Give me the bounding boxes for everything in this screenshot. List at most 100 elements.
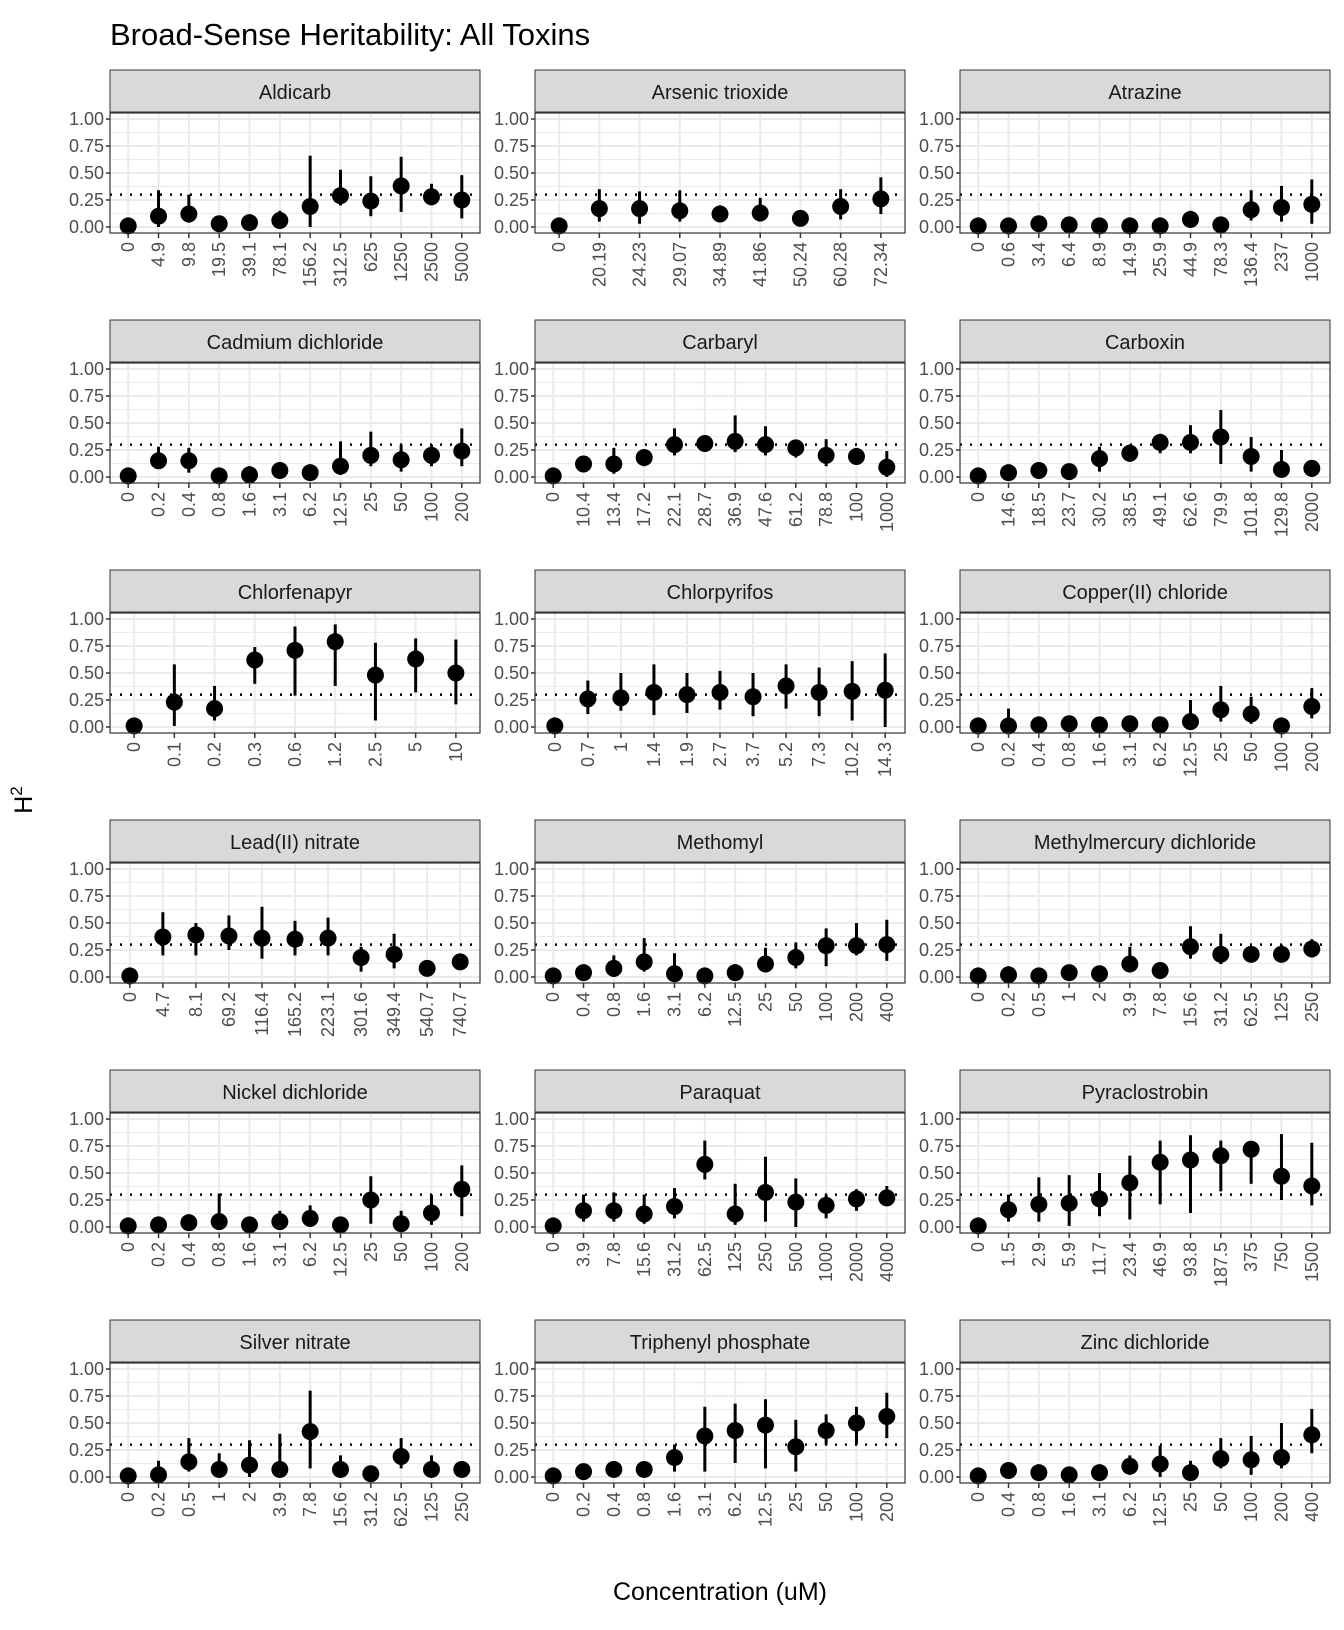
y-tick-label: 0.00 [69, 217, 104, 237]
facet-strip-label: Cadmium dichloride [207, 332, 384, 354]
x-tick-label: 200 [452, 492, 472, 522]
data-point [418, 959, 436, 977]
x-tick-label: 100 [846, 1492, 866, 1522]
x-tick-label: 349.4 [384, 992, 404, 1037]
y-tick-label: 0.75 [494, 1136, 529, 1156]
x-tick-label: 0 [118, 242, 138, 252]
facet-strip [109, 319, 481, 363]
data-point [271, 462, 289, 480]
panel-nickel-dichloride: Nickel dichloride 0.00 0.25 0.50 0.75 1.00 0 0.… [69, 1069, 481, 1277]
y-tick-label: 0.50 [69, 663, 104, 683]
x-tick-label: 93.8 [1180, 1242, 1200, 1277]
y-tick-label: 1.00 [69, 109, 104, 129]
data-point [125, 717, 143, 735]
data-point [817, 446, 835, 464]
data-point [422, 446, 440, 464]
x-tick-label: 1000 [816, 1242, 836, 1282]
data-point [210, 1213, 228, 1231]
x-tick-label: 62.5 [391, 1492, 411, 1527]
data-point [1091, 716, 1109, 734]
data-point [150, 207, 168, 225]
x-axis-label: Concentration (uM) [613, 1578, 827, 1606]
data-point [635, 953, 653, 971]
x-tick-label: 0.4 [179, 1242, 199, 1267]
data-point [726, 964, 744, 982]
x-tick-label: 165.2 [285, 992, 305, 1037]
data-point [544, 1467, 562, 1485]
y-tick-label: 0.50 [494, 163, 529, 183]
x-tick-label: 200 [877, 1492, 897, 1522]
data-point [319, 929, 337, 947]
data-point [1272, 1167, 1290, 1185]
x-tick-label: 62.5 [1241, 992, 1261, 1027]
data-point [180, 1453, 198, 1471]
x-tick-label: 4000 [877, 1242, 897, 1282]
data-point [241, 1216, 259, 1234]
data-point [1303, 195, 1321, 213]
x-tick-label: 31.2 [665, 1242, 685, 1277]
y-tick-label: 0.25 [494, 1440, 529, 1460]
data-point [756, 1416, 774, 1434]
data-point [635, 1460, 653, 1478]
facet-strip-label: Atrazine [1108, 82, 1181, 104]
y-tick-label: 0.00 [69, 1217, 104, 1237]
data-point [286, 930, 304, 948]
data-point [726, 1422, 744, 1440]
x-tick-label: 25.9 [1150, 242, 1170, 277]
data-point [696, 435, 714, 453]
x-tick-label: 46.9 [1150, 1242, 1170, 1277]
x-tick-label: 1.6 [634, 992, 654, 1017]
data-point [969, 1467, 987, 1485]
facet-strip [534, 319, 906, 363]
x-tick-label: 0.4 [999, 1492, 1019, 1517]
facet-strip [534, 569, 906, 613]
y-tick-label: 0.25 [69, 440, 104, 460]
y-tick-label: 0.00 [919, 1467, 954, 1487]
data-point [180, 452, 198, 470]
data-point [1121, 955, 1139, 973]
data-point [331, 1460, 349, 1478]
data-point [756, 1183, 774, 1201]
x-tick-label: 78.8 [816, 492, 836, 527]
y-tick-label: 0.25 [494, 940, 529, 960]
data-point [1060, 1466, 1078, 1484]
x-tick-label: 400 [877, 992, 897, 1022]
data-point [1030, 967, 1048, 985]
data-point [326, 633, 344, 651]
x-tick-label: 3.9 [270, 1492, 290, 1517]
x-tick-label: 6.2 [725, 1492, 745, 1517]
data-point [671, 202, 689, 220]
data-point [180, 205, 198, 223]
x-tick-label: 2.9 [1029, 1242, 1049, 1267]
panel-paraquat: Paraquat 0.00 0.25 0.50 0.75 1.00 0 3.9 7.8 15.6 3… [494, 1069, 906, 1282]
y-tick-label: 0.00 [69, 1467, 104, 1487]
data-point [696, 1155, 714, 1173]
x-tick-label: 625 [361, 242, 381, 272]
y-tick-label: 1.00 [69, 609, 104, 629]
data-point [832, 197, 850, 215]
data-point [451, 953, 469, 971]
y-tick-label: 1.00 [494, 859, 529, 879]
x-tick-label: 0 [118, 492, 138, 502]
y-tick-label: 0.50 [69, 413, 104, 433]
y-tick-label: 0.50 [494, 663, 529, 683]
data-point [1091, 450, 1109, 468]
x-tick-label: 0 [543, 492, 563, 502]
x-tick-label: 62.5 [695, 1242, 715, 1277]
y-tick-label: 1.00 [494, 359, 529, 379]
y-tick-label: 0.25 [919, 690, 954, 710]
data-point [631, 200, 649, 218]
data-point [546, 717, 564, 735]
y-tick-label: 0.25 [494, 1190, 529, 1210]
y-tick-label: 0.75 [919, 1136, 954, 1156]
x-tick-label: 0.2 [574, 1492, 594, 1517]
data-point [1303, 940, 1321, 958]
x-tick-label: 24.23 [630, 242, 650, 287]
y-tick-label: 1.00 [69, 1109, 104, 1129]
data-point [210, 215, 228, 233]
x-tick-label: 49.1 [1150, 492, 1170, 527]
panel-copper-ii-chloride: Copper(II) chloride 0.00 0.25 0.50 0.75 1.00 0… [919, 569, 1331, 777]
x-tick-label: 34.89 [710, 242, 730, 287]
data-point [605, 959, 623, 977]
x-tick-label: 250 [1302, 992, 1322, 1022]
